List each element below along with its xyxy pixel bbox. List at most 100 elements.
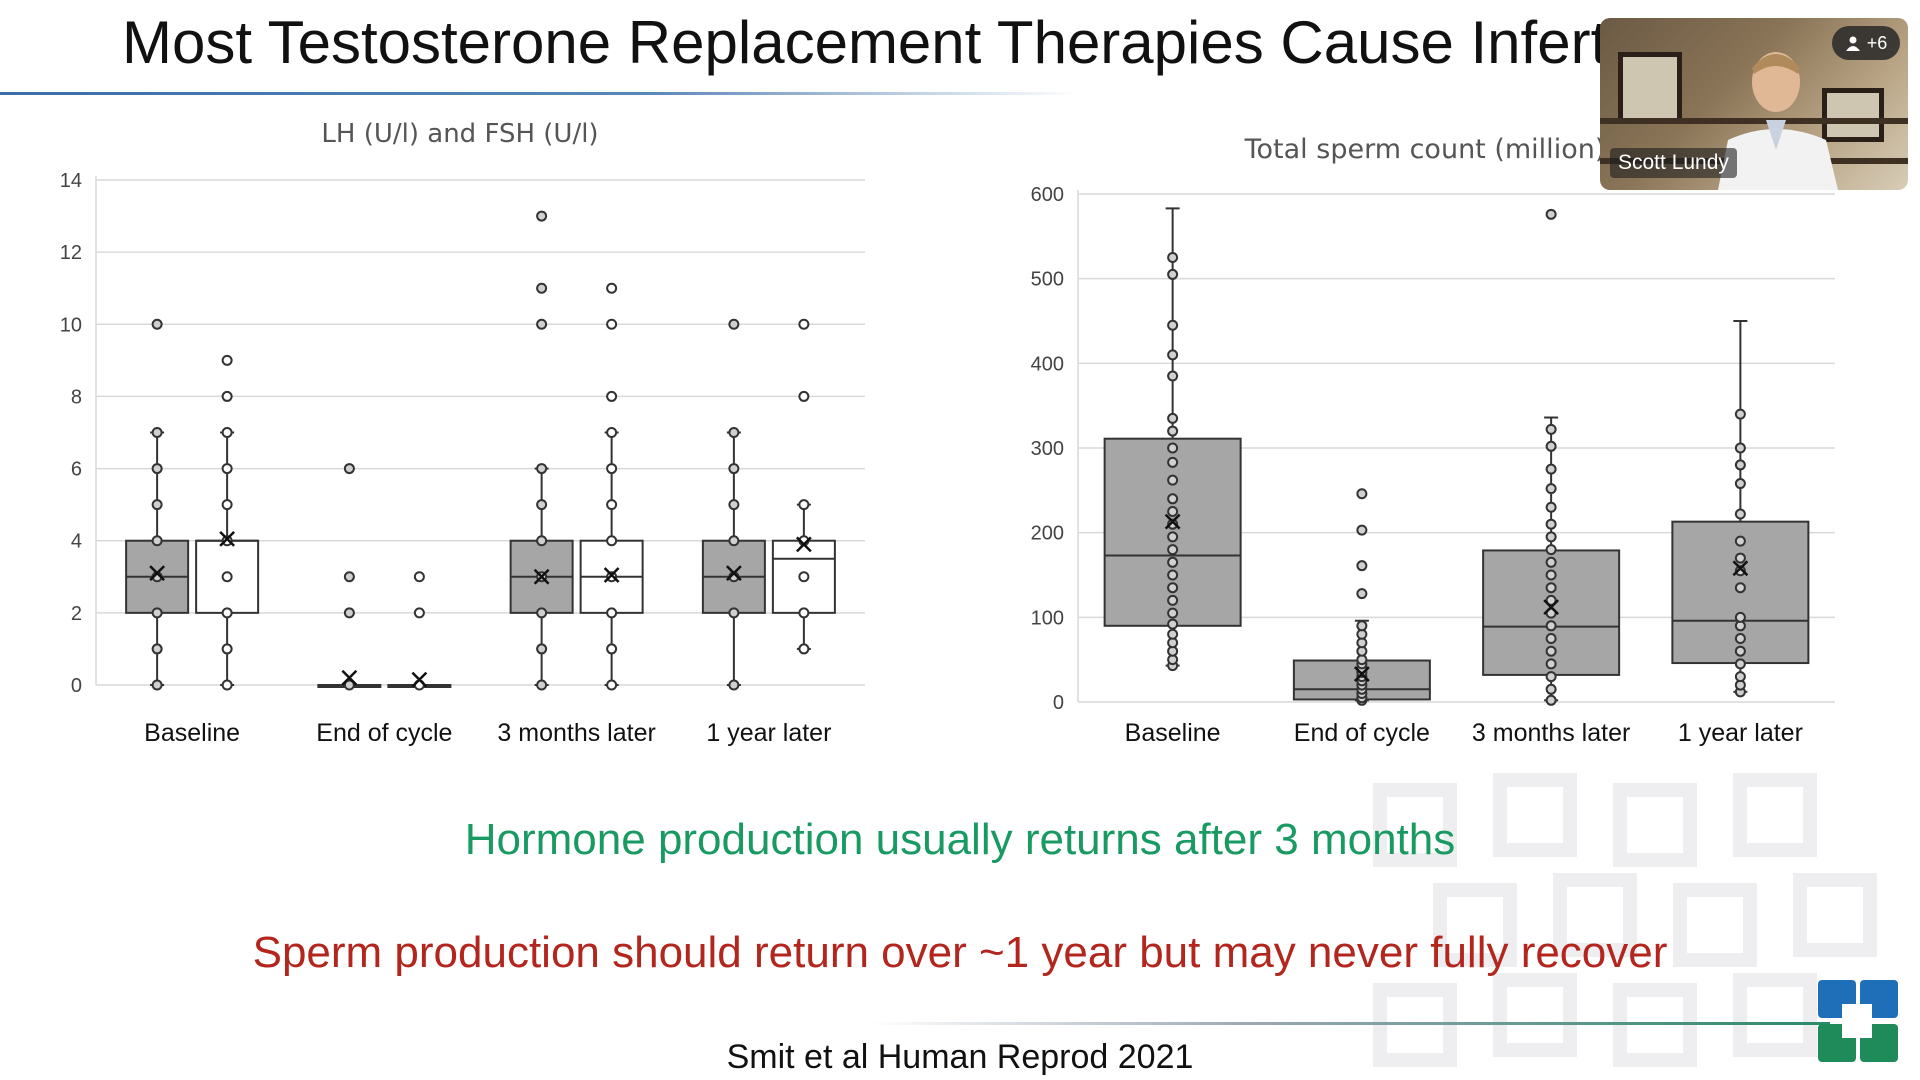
data-point [798, 390, 810, 402]
data-point [728, 463, 740, 475]
bookshelf [1600, 118, 1908, 124]
data-point [536, 607, 548, 619]
data-point [536, 643, 548, 655]
data-point [606, 463, 618, 475]
data-point [151, 318, 163, 330]
x-category-label: End of cycle [1294, 719, 1430, 747]
mean-marker [1353, 666, 1370, 682]
data-point [1545, 501, 1557, 513]
data-point [1167, 252, 1179, 263]
data-point [343, 607, 355, 619]
mean-marker [795, 536, 812, 553]
x-category-label: 3 months later [497, 719, 655, 747]
mean-marker [533, 568, 550, 585]
mean-marker [341, 669, 358, 686]
y-tick-label: 8 [71, 386, 82, 408]
data-point [1545, 483, 1557, 495]
box-group [771, 318, 836, 655]
data-point [1734, 535, 1746, 547]
box-group [509, 210, 574, 691]
wall-frame [1618, 52, 1682, 124]
data-point [413, 571, 425, 583]
data-point [1356, 488, 1368, 500]
data-point [728, 679, 740, 691]
y-tick-label: 500 [1031, 269, 1064, 291]
data-point [606, 535, 618, 547]
chart-title: LH (U/l) and FSH (U/l) [321, 119, 598, 149]
data-point [1545, 633, 1557, 644]
data-point [221, 427, 233, 438]
presenter-silhouette [1718, 52, 1838, 190]
mean-marker [725, 565, 742, 582]
y-tick-label: 6 [71, 459, 82, 481]
video-tile[interactable]: +6 Scott Lundy [1600, 18, 1908, 190]
data-point [1545, 645, 1557, 657]
data-point [1545, 694, 1557, 706]
data-point [1734, 611, 1746, 623]
data-point [221, 463, 233, 475]
clinic-logo [1818, 980, 1898, 1062]
data-point [606, 282, 618, 294]
data-point [798, 499, 810, 511]
y-tick-label: 400 [1031, 353, 1064, 375]
x-category-label: End of cycle [316, 719, 452, 747]
data-point [343, 571, 355, 583]
mean-marker [1543, 599, 1560, 616]
box-group [1292, 488, 1431, 706]
data-point [151, 607, 163, 619]
y-tick-label: 0 [71, 675, 82, 697]
mean-marker [149, 565, 166, 582]
box-group [579, 282, 644, 691]
data-point [1545, 569, 1557, 581]
data-point [1167, 319, 1179, 331]
y-tick-label: 2 [71, 603, 82, 625]
data-point [1545, 582, 1557, 594]
participant-count: +6 [1866, 32, 1888, 53]
data-point [1356, 560, 1368, 572]
data-point [536, 318, 548, 330]
data-point [1167, 493, 1179, 505]
data-point [1545, 440, 1557, 452]
data-point [221, 643, 233, 655]
data-point [728, 607, 740, 619]
box-group [195, 354, 260, 691]
y-tick-label: 4 [71, 531, 82, 553]
data-point [221, 571, 233, 583]
box-group [701, 318, 766, 691]
data-point [1167, 474, 1179, 486]
box-group [1671, 320, 1810, 698]
data-point [536, 282, 548, 294]
box-group [1482, 208, 1621, 706]
data-point [606, 499, 618, 511]
y-tick-label: 0 [1053, 692, 1064, 714]
data-point [151, 499, 163, 511]
person-icon [1845, 36, 1860, 51]
data-point [343, 463, 355, 475]
data-point [1356, 620, 1368, 632]
data-point [606, 318, 618, 330]
data-point [1545, 556, 1557, 568]
data-point [1734, 658, 1746, 670]
data-point [221, 607, 233, 619]
data-point [1545, 671, 1557, 683]
participants-badge[interactable]: +6 [1832, 26, 1900, 60]
data-point [536, 535, 548, 547]
data-point [1734, 633, 1746, 644]
data-point [1167, 618, 1179, 630]
data-point [1167, 582, 1179, 594]
data-point [1167, 569, 1179, 581]
data-point [1734, 671, 1746, 683]
mean-marker [1732, 560, 1749, 577]
mean-marker [1164, 513, 1181, 530]
data-point [1167, 268, 1179, 280]
data-point [1734, 565, 1746, 577]
sperm-count-boxplot-chart: Total sperm count (million) 0 100 200 300 400… [1031, 134, 1835, 747]
mean-marker [411, 671, 428, 688]
data-point [1167, 425, 1179, 437]
data-point [1545, 208, 1557, 220]
data-point [1545, 423, 1557, 435]
data-point [606, 427, 618, 438]
data-point [1545, 683, 1557, 695]
data-point [1545, 544, 1557, 556]
data-point [1734, 645, 1746, 657]
